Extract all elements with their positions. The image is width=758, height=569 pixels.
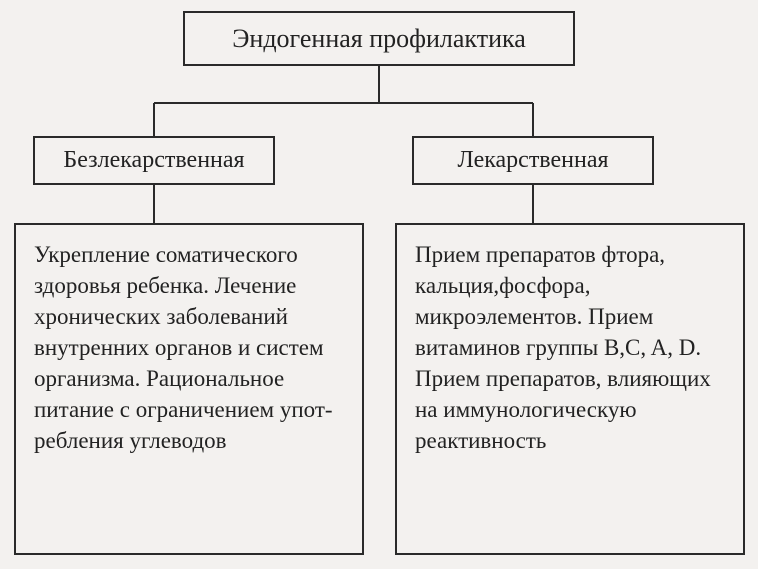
branch-node-right: Лекарственная [412,136,654,185]
detail-node-left: Укрепление соматичес­кого здоровья ребен… [14,223,364,555]
detail-node-right: Прием препаратов фтора, кальция,фосфора,… [395,223,745,555]
branch-node-left: Безлекарственная [33,136,275,185]
root-node: Эндогенная профилактика [183,11,575,66]
